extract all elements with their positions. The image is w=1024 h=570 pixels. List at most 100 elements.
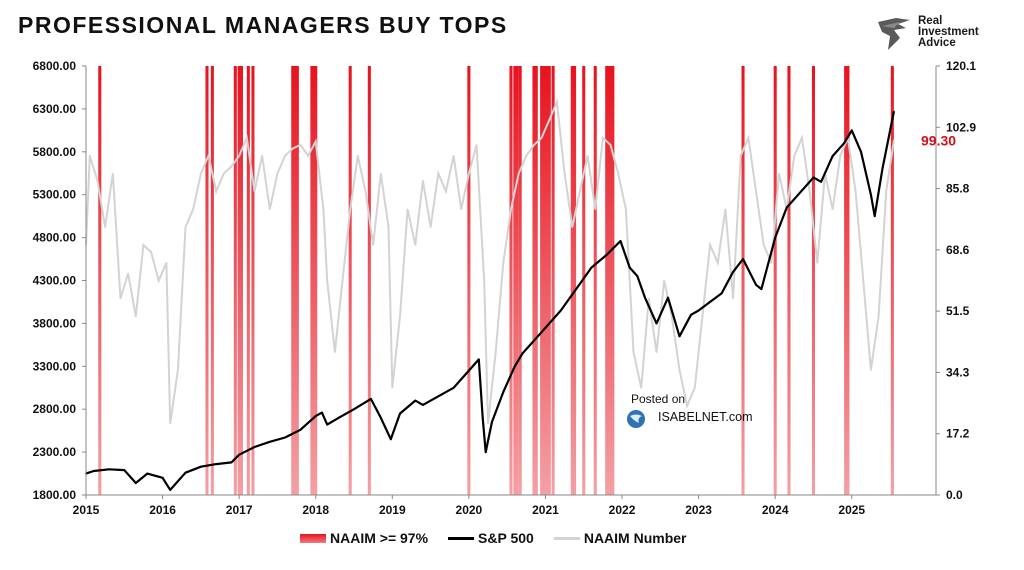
sp500-point [230, 461, 233, 464]
sp500-point [337, 416, 340, 419]
y-left-tick-label: 3300.00 [33, 359, 77, 373]
naaim-point [314, 140, 317, 143]
naaim-point [540, 136, 543, 139]
y-right-tick-label: 68.6 [946, 243, 970, 257]
y-right-tick-label: 102.9 [946, 120, 976, 134]
highlight-band [310, 66, 314, 495]
naaim-point [291, 147, 294, 150]
globe-icon [627, 410, 645, 428]
naaim-point [632, 351, 635, 353]
highlight-band [607, 66, 611, 495]
sp500-point [437, 395, 440, 398]
naaim-point [839, 154, 842, 157]
sp500-point [161, 476, 164, 479]
highlight-band [239, 66, 243, 495]
naaim-point [157, 279, 160, 282]
sp500-point [709, 301, 711, 303]
naaim-point [104, 226, 106, 228]
legend-label-sp500: S&P 500 [478, 530, 534, 546]
naaim-point [709, 244, 711, 246]
naaim-point [808, 190, 811, 193]
y-left-tick-label: 6300.00 [33, 102, 77, 116]
naaim-point [184, 226, 187, 228]
sp500-point [628, 266, 631, 269]
naaim-point [655, 351, 658, 353]
naaim-point [364, 190, 367, 193]
sp500-point [619, 240, 622, 242]
y-right-tick-label: 120.1 [946, 59, 976, 73]
naaim-point [854, 190, 857, 193]
naaim-point [112, 172, 114, 175]
highlight-band [246, 66, 250, 495]
chart-legend: NAAIM >= 97% S&P 500 NAAIM Number [300, 530, 687, 546]
naaim-point [334, 351, 336, 353]
highlight-band [312, 66, 316, 495]
chart-title: PROFESSIONAL MANAGERS BUY TOPS [18, 12, 508, 38]
sp500-point [513, 365, 516, 368]
watermark-posted-text: Posted on [631, 392, 686, 406]
naaim-point [816, 262, 819, 264]
naaim-point [445, 190, 447, 193]
sp500-point [238, 453, 241, 456]
x-tick-label: 2025 [838, 503, 865, 517]
highlight-band [518, 66, 522, 495]
naaim-point [510, 208, 512, 211]
sp500-point [123, 469, 126, 472]
sp500-point [146, 472, 149, 475]
naaim-point [468, 172, 470, 175]
naaim-point [177, 369, 179, 371]
sp500-point [873, 215, 876, 218]
y-right-tick-label: 85.8 [946, 182, 970, 196]
highlight-band [582, 66, 586, 495]
naaim-point [778, 172, 780, 175]
y-left-tick-label: 3800.00 [33, 316, 77, 330]
naaim-point [747, 136, 750, 139]
naaim-point [223, 172, 225, 175]
naaim-point [299, 144, 302, 146]
naaim-point [238, 154, 240, 157]
sp500-point [697, 309, 700, 312]
naaim-point [701, 315, 704, 318]
highlight-band [314, 66, 318, 495]
sp500-point [690, 313, 692, 316]
highlight-band [513, 66, 517, 495]
highlight-band [367, 66, 371, 495]
sp500-point [544, 326, 547, 329]
x-tick-label: 2020 [456, 503, 483, 517]
highlight-band [551, 66, 555, 495]
sp500-point [268, 440, 271, 443]
legend-swatch-black [448, 536, 475, 540]
sp500-point [870, 193, 872, 196]
highlight-band [467, 66, 471, 495]
y-right-tick-label: 51.5 [946, 304, 970, 318]
y-left-tick-label: 4800.00 [33, 231, 77, 245]
highlight-band [890, 66, 894, 495]
y-left-tick-label: 6800.00 [33, 59, 77, 73]
naaim-point [422, 179, 424, 182]
highlight-band [205, 66, 209, 495]
naaim-point [609, 144, 612, 146]
y-left-tick-label: 5800.00 [33, 145, 77, 159]
sp500-point [199, 465, 202, 468]
naaim-point [716, 262, 719, 264]
naaim-point [261, 154, 263, 157]
x-tick-label: 2017 [226, 503, 253, 517]
naaim-point [640, 387, 642, 389]
sp500-point [850, 129, 853, 132]
naaim-point [870, 369, 872, 371]
x-tick-label: 2024 [762, 503, 789, 517]
sp500-point [521, 352, 524, 355]
highlight-band [573, 66, 577, 495]
highlight-band [570, 66, 574, 495]
x-tick-label: 2016 [149, 503, 176, 517]
naaim-point [724, 208, 727, 211]
sp500-point [636, 275, 639, 278]
sp500-point [860, 150, 862, 153]
sp500-point [590, 266, 593, 269]
chart-labels: 1800.00 2300.00 2800.00 3300.00 3800.00 4300.… [33, 59, 977, 517]
y-left-tick-label: 2300.00 [33, 445, 77, 459]
naaim-point [487, 422, 489, 425]
legend-label-naaim-97: NAAIM >= 97% [330, 530, 429, 546]
naaim-point [831, 208, 834, 211]
